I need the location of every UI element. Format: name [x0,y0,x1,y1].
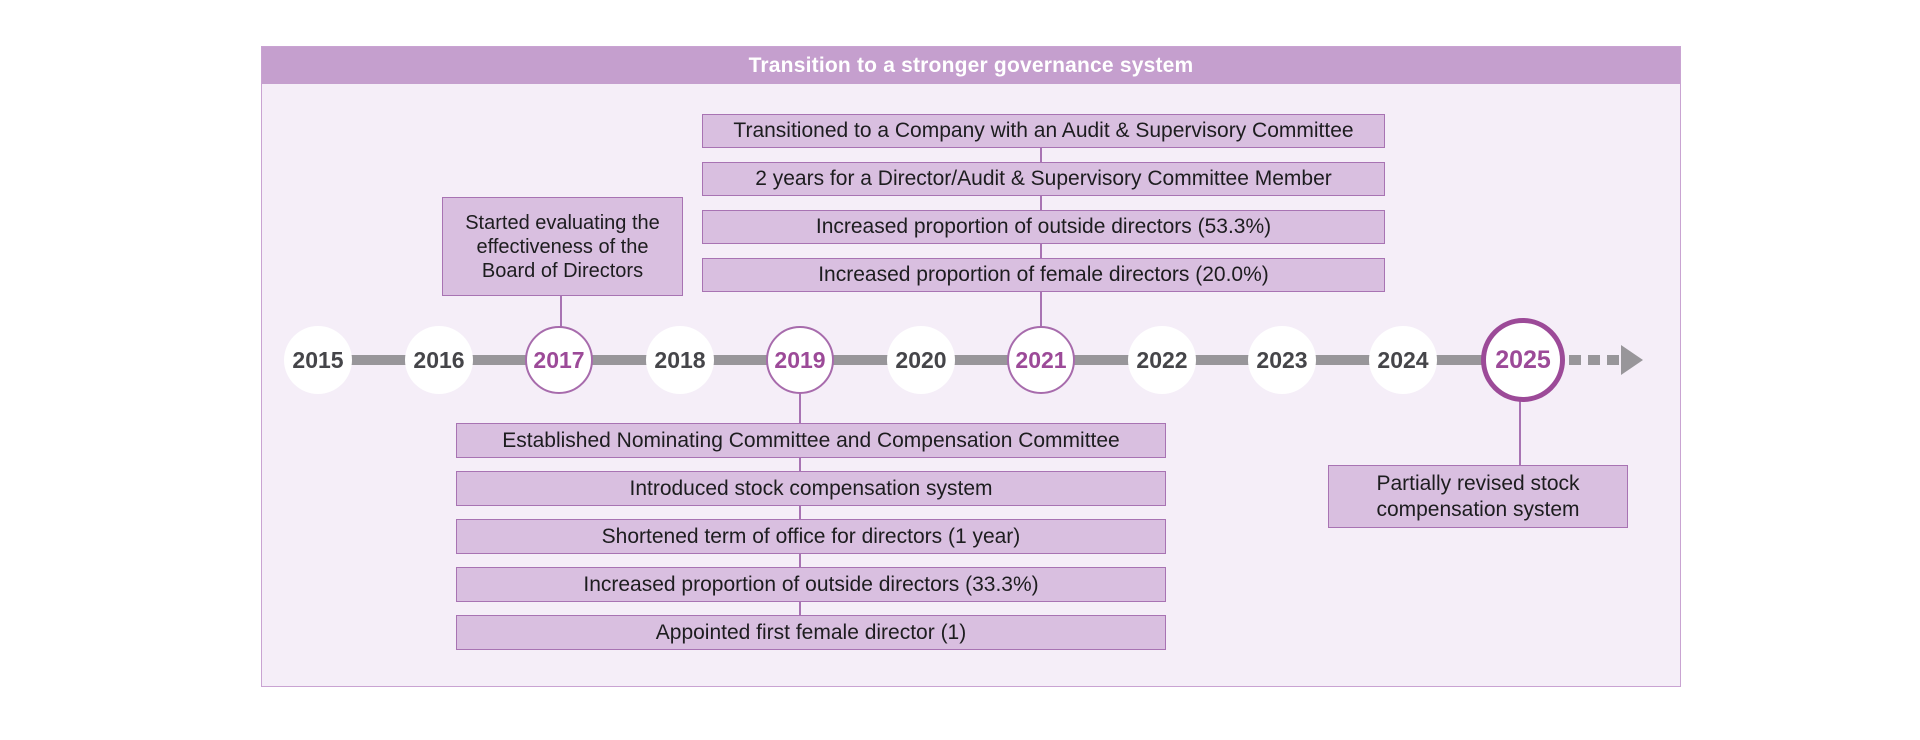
year-label: 2019 [774,346,826,373]
timeline-year-2023: 2023 [1248,326,1316,394]
event-text: Increased proportion of outside director… [815,215,1272,239]
event-box-2019-3: Shortened term of office for directors (… [456,519,1166,554]
timeline-year-2025: 2025 [1481,318,1565,402]
event-text: Established Nominating Committee and Com… [502,428,1120,452]
event-text: Introduced stock compensation system [629,476,993,500]
event-text: Shortened term of office for directors (… [601,524,1021,548]
figure-title: Transition to a stronger governance syst… [748,53,1194,77]
event-text: Partially revised stock compensation sys… [1376,472,1580,521]
timeline-year-2017: 2017 [525,326,593,394]
year-label: 2024 [1377,346,1429,373]
figure-title-bar: Transition to a stronger governance syst… [262,47,1680,84]
event-box-2019-5: Appointed first female director (1) [456,615,1166,650]
year-label: 2023 [1256,346,1308,373]
year-label: 2018 [654,346,706,373]
year-label: 2016 [413,346,465,373]
right-arrow-icon [1621,345,1643,375]
event-text: Increased proportion of outside director… [583,572,1039,596]
event-box-2021-3: Increased proportion of outside director… [702,210,1385,244]
event-text: Increased proportion of female directors… [818,263,1269,287]
timeline-year-2024: 2024 [1369,326,1437,394]
connector-2025 [1519,396,1521,466]
event-text: Transitioned to a Company with an Audit … [733,119,1354,143]
event-box-2019-4: Increased proportion of outside director… [456,567,1166,602]
event-box-2021-2: 2 years for a Director/Audit & Superviso… [702,162,1385,196]
timeline-year-2018: 2018 [646,326,714,394]
timeline-year-2021: 2021 [1007,326,1075,394]
year-label: 2020 [895,346,947,373]
arrow-dash-2 [1588,355,1600,365]
year-label: 2015 [292,346,344,373]
year-label: 2021 [1015,346,1067,373]
event-box-2019-2: Introduced stock compensation system [456,471,1166,506]
arrow-dash-3 [1607,355,1619,365]
event-box-2025: Partially revised stock compensation sys… [1328,465,1628,528]
timeline-year-2016: 2016 [405,326,473,394]
event-box-2017: Started evaluating the effectiveness of … [442,197,683,296]
event-text: Appointed first female director (1) [655,620,967,644]
event-box-2021-4: Increased proportion of female directors… [702,258,1385,292]
connector-2019 [799,392,801,632]
timeline-year-2019: 2019 [766,326,834,394]
event-box-2019-1: Established Nominating Committee and Com… [456,423,1166,458]
arrow-dash-1 [1569,355,1581,365]
timeline-year-2020: 2020 [887,326,955,394]
event-text: 2 years for a Director/Audit & Superviso… [755,167,1332,191]
event-box-2021-1: Transitioned to a Company with an Audit … [702,114,1385,148]
year-label: 2017 [533,346,585,373]
event-text: Started evaluating the effectiveness of … [465,211,660,282]
timeline-year-2022: 2022 [1128,326,1196,394]
year-label: 2025 [1495,345,1551,374]
year-label: 2022 [1136,346,1188,373]
timeline-year-2015: 2015 [284,326,352,394]
